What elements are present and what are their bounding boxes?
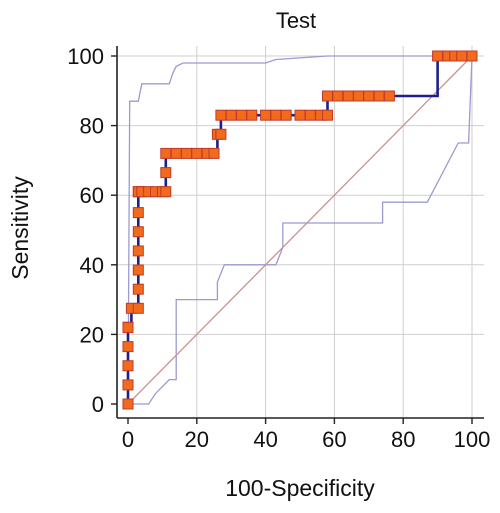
diagonal-line (127, 55, 473, 405)
tick-labels: 0 20 40 60 80 100 0 20 40 60 80 100 (67, 44, 490, 452)
x-axis-label: 100-Specificity (225, 475, 375, 501)
roc-point-37 (280, 109, 292, 121)
roc-point-36 (270, 109, 282, 121)
x-tick-label-5: 100 (454, 427, 491, 452)
y-tick-label-1: 20 (80, 322, 104, 347)
x-tick-label-2: 40 (253, 427, 277, 452)
roc-point-53 (466, 50, 478, 62)
axes (111, 46, 484, 424)
roc-point-14 (132, 207, 144, 219)
roc-point-9 (132, 302, 144, 314)
roc-point-35 (260, 109, 272, 121)
roc-point-1 (122, 379, 134, 391)
confidence-band (127, 55, 473, 405)
roc-point-48 (383, 90, 395, 102)
y-tick-label-4: 80 (80, 114, 104, 139)
roc-point-45 (353, 90, 364, 102)
grid (117, 46, 484, 418)
y-tick-label-0: 0 (92, 392, 104, 417)
roc-point-42 (322, 90, 333, 102)
roc-point-49 (432, 50, 444, 62)
roc-point-0 (122, 398, 134, 410)
x-tick-label-3: 60 (322, 427, 346, 452)
roc-point-38 (294, 109, 306, 121)
roc-point-7 (122, 321, 134, 333)
roc-point-24 (170, 147, 182, 159)
x-tick-label-4: 80 (391, 427, 415, 452)
roc-point-28 (208, 147, 220, 159)
roc-point-31 (215, 109, 227, 121)
roc-point-13 (132, 226, 144, 238)
roc-point-46 (363, 90, 375, 102)
chart-title: Test (276, 8, 316, 33)
roc-point-32 (225, 109, 237, 121)
ci-lower-line (128, 55, 473, 405)
y-tick-label-3: 60 (80, 183, 104, 208)
roc-point-25 (181, 147, 192, 159)
y-axis-label: Sensitivity (7, 176, 33, 280)
roc-point-23 (160, 147, 172, 159)
roc-point-39 (304, 109, 316, 121)
roc-point-3 (122, 341, 134, 353)
reference-diagonal (127, 55, 473, 405)
roc-curve (122, 50, 478, 410)
roc-point-10 (132, 283, 144, 295)
roc-point-21 (160, 186, 172, 198)
x-tick-label-1: 20 (185, 427, 209, 452)
roc-point-12 (132, 245, 144, 257)
roc-point-11 (132, 264, 144, 276)
roc-point-33 (236, 109, 247, 121)
roc-point-44 (342, 90, 354, 102)
roc-point-30 (215, 128, 227, 140)
roc-point-41 (322, 109, 333, 121)
roc-point-52 (456, 50, 468, 62)
roc-point-47 (373, 90, 385, 102)
y-tick-label-2: 40 (80, 253, 104, 278)
y-tick-label-5: 100 (67, 44, 104, 69)
roc-point-26 (191, 147, 203, 159)
roc-point-43 (332, 90, 344, 102)
roc-point-34 (246, 109, 258, 121)
roc-point-2 (122, 360, 134, 372)
ci-upper-line (127, 55, 472, 405)
roc-point-22 (160, 167, 172, 179)
x-tick-label-0: 0 (122, 427, 134, 452)
